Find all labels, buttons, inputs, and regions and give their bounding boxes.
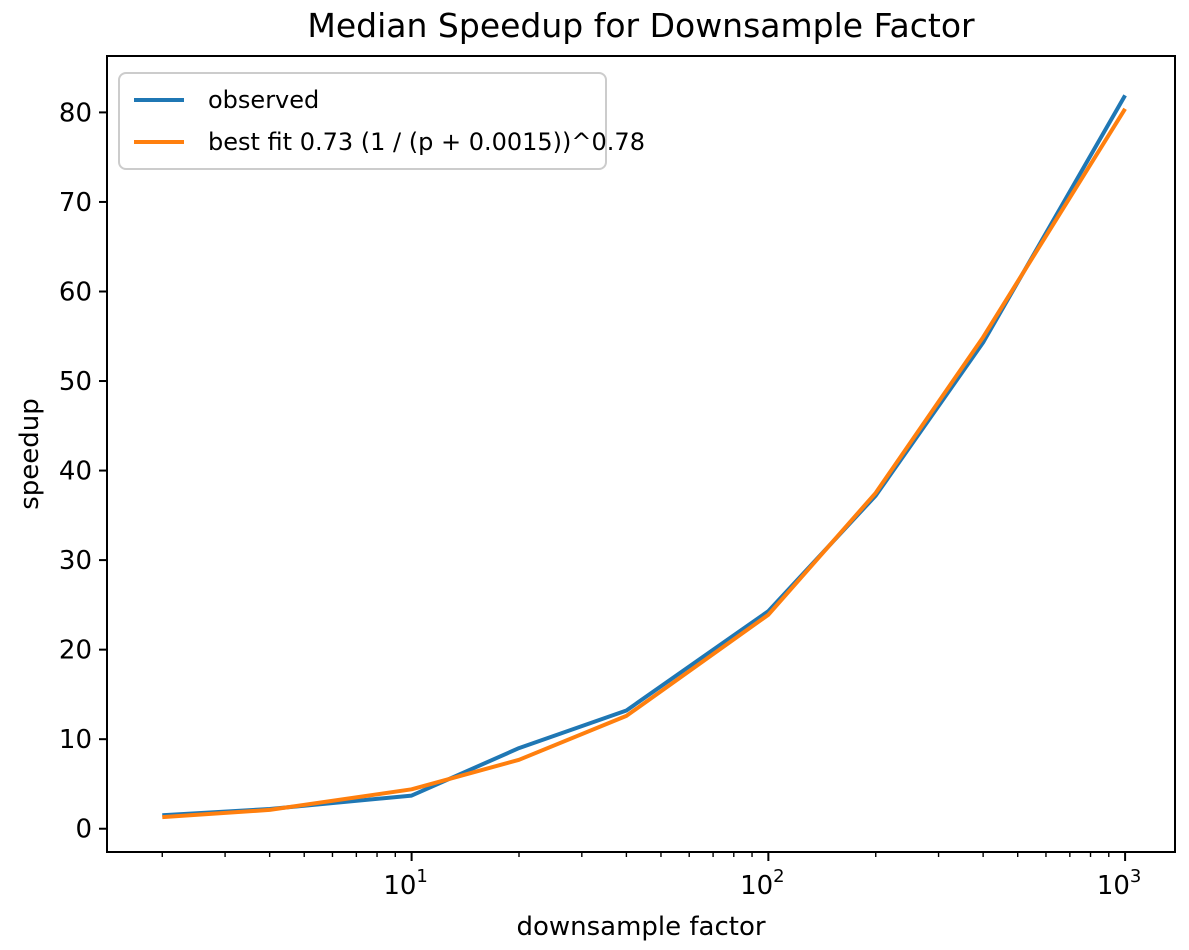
legend-entry-observed: observed (134, 79, 591, 121)
legend-label-observed: observed (208, 86, 320, 114)
axes-frame (106, 55, 1176, 853)
legend: observed best fit 0.73 (1 / (p + 0.0015)… (118, 72, 645, 170)
y-tick-label: 50 (59, 367, 92, 397)
chart-title: Median Speedup for Downsample Factor (307, 6, 975, 45)
series-line-best-fit (162, 107, 1127, 820)
y-tick-label: 70 (59, 188, 92, 218)
legend-label-best-fit: best fit 0.73 (1 / (p + 0.0015))^0.78 (208, 128, 645, 156)
y-tick-label: 20 (59, 636, 92, 666)
x-tick-label: 103 (1097, 866, 1142, 901)
y-tick-label: 40 (59, 457, 92, 487)
x-tick-label: 101 (383, 866, 428, 901)
legend-line-swatch-best-fit (134, 140, 184, 144)
y-axis-label: speedup (15, 398, 45, 510)
y-tick-label: 10 (59, 725, 92, 755)
legend-entry-best-fit: best fit 0.73 (1 / (p + 0.0015))^0.78 (134, 121, 645, 163)
y-tick-label: 30 (59, 546, 92, 576)
y-tick-label: 80 (59, 98, 92, 128)
x-axis-label: downsample factor (516, 912, 766, 942)
x-tick-label: 102 (740, 866, 785, 901)
series-line-observed (162, 94, 1127, 818)
y-tick-label: 60 (59, 277, 92, 307)
legend-line-swatch-observed (134, 98, 184, 102)
y-tick-label: 0 (75, 815, 92, 845)
